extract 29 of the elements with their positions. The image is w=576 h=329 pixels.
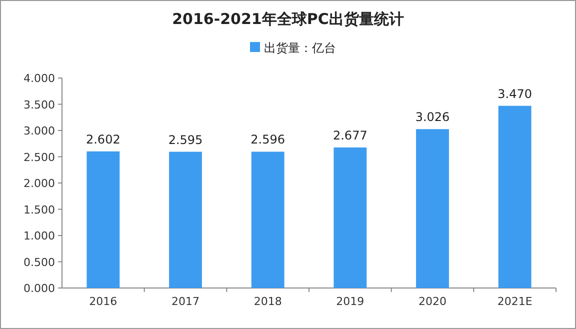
data-label: 2.596: [250, 132, 286, 147]
bar: [169, 152, 202, 288]
y-tick-label: 2.000: [24, 177, 55, 190]
x-tick-label: 2017: [172, 295, 200, 308]
data-label: 2.677: [332, 128, 368, 142]
y-tick-label: 1.500: [24, 203, 55, 216]
x-tick-label: 2020: [418, 295, 446, 308]
y-tick-label: 0.000: [24, 282, 55, 295]
y-tick-label: 0.500: [24, 256, 55, 269]
x-tick-label: 2018: [254, 295, 282, 308]
y-tick-label: 1.000: [24, 230, 55, 242]
bar: [251, 152, 284, 288]
y-tick-label: 2.500: [24, 150, 55, 164]
x-tick-label: 2019: [336, 295, 364, 308]
x-tick-label: 2016: [89, 295, 118, 308]
y-tick-label: 3.500: [24, 98, 55, 112]
bar: [416, 129, 449, 288]
chart-title: 2016-2021年全球PC出货量统计: [172, 10, 404, 28]
y-tick-label: 4.000: [24, 72, 55, 85]
data-label: 3.470: [498, 86, 532, 101]
data-label: 2.595: [168, 132, 203, 147]
legend-label: 出货量：亿台: [264, 41, 336, 55]
bar: [498, 106, 532, 288]
bar: [334, 147, 367, 288]
bar: [86, 151, 120, 288]
data-label: 2.602: [86, 132, 120, 146]
x-tick-label: 2021E: [497, 295, 532, 308]
data-label: 3.026: [415, 110, 450, 124]
y-tick-label: 3.000: [24, 124, 55, 138]
